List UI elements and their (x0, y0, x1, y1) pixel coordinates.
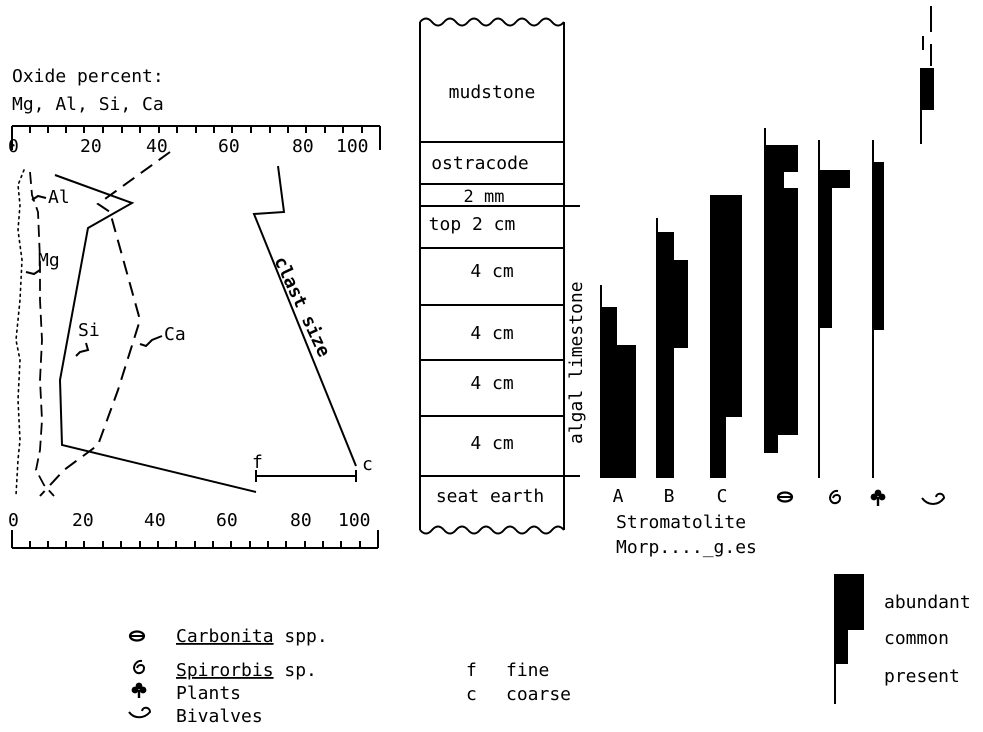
svg-text:Mg: Mg (38, 250, 60, 271)
layer-4cm: 4 cm (470, 373, 513, 394)
bottom-tick-label: 0 (8, 510, 19, 531)
clast-scale-fine: f (252, 452, 263, 473)
top-tick-label: 40 (146, 136, 168, 157)
plant-icon (870, 489, 886, 506)
spirorbis-icon (829, 489, 842, 505)
oxide-title-line1: Oxide percent: (12, 66, 164, 87)
column-label-c: C (717, 486, 728, 507)
abundance-bar-c (710, 195, 742, 478)
abundance-column-labels: A B C Stromatolite Morp...._g.es (613, 486, 946, 558)
top-tick-label: 20 (80, 136, 102, 157)
key-item-bivalves: Bivalves (128, 706, 263, 727)
key-label-spirorbis: Spirorbis (176, 660, 274, 681)
svg-text:Carbonita spp.: Carbonita spp. (176, 626, 328, 647)
abundance-key-common: common (884, 628, 949, 649)
top-oxide-scale (11, 125, 381, 150)
si-curve (54, 174, 257, 493)
top-tick-label: 60 (218, 136, 240, 157)
key-item-spirorbis: Spirorbis sp. (133, 659, 317, 681)
clast-key-c-abbr: c (466, 684, 477, 705)
clast-scale-coarse: c (362, 454, 373, 475)
al-curve (15, 169, 25, 496)
abundance-bar-bivalves (920, 6, 934, 144)
carbonita-icon (776, 491, 794, 503)
clast-key-c-text: coarse (506, 684, 571, 705)
bivalve-icon (921, 492, 946, 505)
key-item-carbonita: Carbonita spp. (128, 626, 328, 647)
abundance-key: abundant common present (834, 574, 971, 704)
layer-4cm: 4 cm (470, 323, 513, 344)
layer-mudstone: mudstone (449, 82, 536, 103)
layer-top-2cm: top 2 cm (429, 214, 516, 235)
ca-curve (39, 151, 171, 497)
bottom-oxide-tick-labels: 0 20 40 60 80 100 (8, 510, 371, 531)
clast-size-curve (252, 165, 357, 467)
al-label: Al (31, 187, 70, 208)
clast-size-label: clast size (269, 253, 334, 360)
stromatolite-title-line1: Stromatolite (616, 512, 746, 533)
layer-ostracode: ostracode (431, 153, 529, 174)
bottom-tick-label: 80 (290, 510, 312, 531)
column-label-a: A (613, 486, 624, 507)
clast-scale: f c (252, 452, 373, 482)
key-label-bivalves: Bivalves (176, 706, 263, 727)
column-label-b: B (664, 486, 675, 507)
abundance-columns (600, 6, 934, 478)
oxide-panel: Oxide percent: Mg, Al, Si, Ca 0 20 40 60… (8, 66, 381, 549)
bottom-tick-label: 60 (216, 510, 238, 531)
bottom-tick-label: 20 (72, 510, 94, 531)
bottom-oxide-scale (11, 530, 379, 549)
stromatolite-title-line2: Morp...._g.es (616, 537, 757, 558)
top-tick-label: 0 (8, 136, 19, 157)
abundance-bar-b (656, 218, 688, 478)
fossil-key: Carbonita spp. Spirorbis sp. Plants Biva… (128, 626, 328, 727)
stratigraphic-column (419, 17, 580, 535)
clast-key-f-text: fine (506, 660, 549, 681)
column-layer-labels: mudstone ostracode 2 mm top 2 cm 4 cm 4 … (429, 82, 587, 507)
algal-limestone-label: algal limestone (566, 281, 587, 444)
layer-4cm: 4 cm (470, 261, 513, 282)
top-tick-label: 80 (292, 136, 314, 157)
oxide-title-line2: Mg, Al, Si, Ca (12, 94, 164, 115)
bottom-tick-label: 40 (144, 510, 166, 531)
abundance-key-present: present (884, 666, 960, 687)
svg-text:Spirorbis sp.: Spirorbis sp. (176, 660, 317, 681)
layer-seat-earth: seat earth (436, 486, 544, 507)
mg-label: Mg (25, 250, 60, 276)
abundance-bar-carbonita (764, 128, 798, 453)
key-item-plants: Plants (131, 682, 241, 704)
top-tick-label: 100 (336, 136, 369, 157)
top-oxide-tick-labels: 0 20 40 60 80 100 (8, 136, 369, 157)
svg-text:Si: Si (78, 320, 100, 341)
clast-key: f fine c coarse (466, 660, 571, 705)
layer-2mm: 2 mm (464, 187, 505, 207)
si-label: Si (75, 320, 100, 357)
layer-4cm: 4 cm (470, 433, 513, 454)
abundance-bar-a (600, 285, 636, 478)
svg-text:Ca: Ca (164, 324, 186, 345)
bottom-tick-label: 100 (338, 510, 371, 531)
mg-curve (29, 171, 55, 497)
svg-text:Al: Al (48, 187, 70, 208)
abundance-bar-plants (872, 140, 884, 478)
ca-label: Ca (139, 324, 186, 348)
key-label-carbonita: Carbonita (176, 626, 274, 647)
abundance-key-abundant: abundant (884, 592, 971, 613)
clast-key-f-abbr: f (466, 660, 477, 681)
key-label-plants: Plants (176, 683, 241, 704)
abundance-bar-spirorbis (818, 140, 850, 478)
